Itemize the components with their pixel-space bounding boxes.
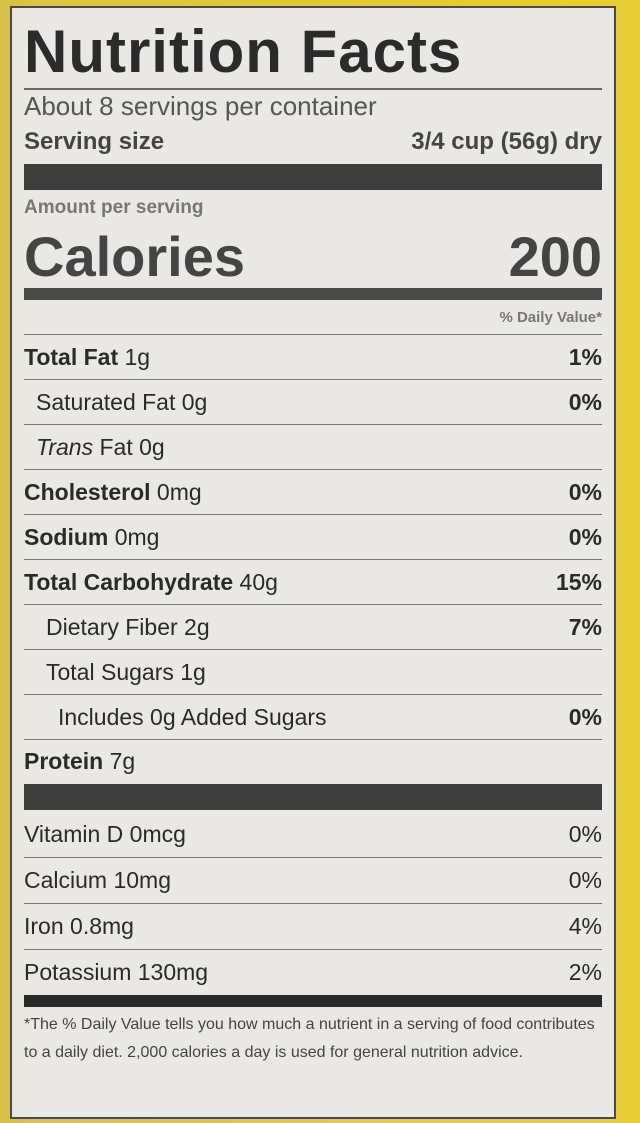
nutrient-amount: 0mg	[114, 523, 160, 550]
nutrient-row: Total Fat 1g 1%	[24, 335, 602, 380]
nutrient-row: Cholesterol 0mg 0%	[24, 470, 602, 515]
nutrient-row: Total Sugars 1g	[24, 650, 602, 695]
thick-bar	[24, 164, 602, 190]
vitamin-dv: 2%	[568, 959, 602, 985]
serving-size-value: 3/4 cup (56g) dry	[411, 128, 602, 155]
calories-value: 200	[508, 224, 602, 288]
nutrient-name: Total Carbohydrate	[24, 568, 234, 595]
footnote: *The % Daily Value tells you how much a …	[24, 1016, 595, 1061]
vitamin-row: Iron 0.8mg 4%	[24, 904, 602, 950]
nutrient-name: Includes 0g Added Sugars	[58, 703, 327, 730]
nutrient-amount: 0g	[139, 433, 165, 460]
nutrient-amount: 0g	[181, 388, 208, 415]
nutrient-name: Protein	[24, 747, 104, 774]
vitamin-dv: 0%	[568, 867, 602, 893]
nutrient-dv: 15%	[555, 568, 602, 595]
vitamin-amount: 130mg	[137, 959, 209, 985]
nutrient-row: Includes 0g Added Sugars 0%	[24, 695, 602, 740]
dv-header-text: % Daily Value*	[499, 308, 602, 326]
nutrient-amount: 2g	[184, 613, 210, 640]
nutrient-name: Fat	[99, 433, 133, 460]
nutrient-amount: 1g	[124, 343, 151, 370]
nutrient-name-italic: Trans	[36, 433, 94, 460]
nutrient-row: Trans Fat 0g	[24, 425, 602, 470]
nutrient-dv: 0%	[568, 523, 602, 550]
nutrient-name: Dietary Fiber	[46, 613, 178, 640]
vitamin-row: Vitamin D 0mcg 0%	[24, 812, 602, 858]
nutrient-name: Total Sugars	[46, 658, 174, 685]
thick-bar	[24, 784, 602, 810]
nutrient-dv: 0%	[568, 478, 602, 505]
nutrient-dv: 0%	[568, 388, 602, 415]
servings: About 8 servings per container	[24, 91, 377, 121]
medium-bar	[24, 288, 602, 300]
medium-bar	[24, 995, 602, 1007]
vitamin-name: Calcium	[24, 867, 108, 893]
vitamin-row: Calcium 10mg 0%	[24, 858, 602, 904]
amount-per-serving: Amount per serving	[24, 197, 204, 218]
nutrient-amount: 7g	[109, 747, 136, 774]
rule	[24, 88, 602, 90]
vitamin-row: Potassium 130mg 2%	[24, 950, 602, 995]
serving-size-label: Serving size	[24, 128, 165, 155]
vitamin-name: Vitamin D	[24, 821, 124, 847]
vitamin-amount: 0.8mg	[70, 913, 134, 939]
nutrient-name: Sodium	[24, 523, 109, 550]
nutrient-row: Sodium 0mg 0%	[24, 515, 602, 560]
nutrient-row: Protein 7g	[24, 740, 602, 782]
vitamin-dv: 4%	[568, 913, 602, 939]
vitamin-amount: 10mg	[113, 867, 172, 893]
nutrient-row: Total Carbohydrate 40g 15%	[24, 560, 602, 605]
vitamin-name: Iron	[24, 913, 64, 939]
nutrient-amount: 1g	[180, 658, 206, 685]
nutrient-dv: 7%	[568, 613, 602, 640]
nutrient-amount: 40g	[239, 568, 278, 595]
vitamin-dv: 0%	[568, 821, 602, 847]
nutrient-row: Dietary Fiber 2g 7%	[24, 605, 602, 650]
nutrient-amount: 0mg	[156, 478, 202, 505]
serving-size: Serving size 3/4 cup (56g) dry	[24, 122, 602, 162]
nutrient-name: Total Fat	[24, 343, 119, 370]
nutrient-dv: 0%	[568, 703, 602, 730]
dv-header: % Daily Value*	[24, 300, 602, 335]
calories: Calories 200	[24, 224, 602, 288]
nutrient-name: Saturated Fat	[36, 388, 176, 415]
vitamin-amount: 0mcg	[129, 821, 186, 847]
calories-label: Calories	[24, 224, 245, 288]
nutrition-label: Nutrition Facts About 8 servings per con…	[10, 6, 616, 1119]
title: Nutrition Facts	[24, 18, 463, 85]
nutrient-name: Cholesterol	[24, 478, 151, 505]
nutrient-dv: 1%	[568, 343, 602, 370]
nutrient-row: Saturated Fat 0g 0%	[24, 380, 602, 425]
vitamin-name: Potassium	[24, 959, 132, 985]
